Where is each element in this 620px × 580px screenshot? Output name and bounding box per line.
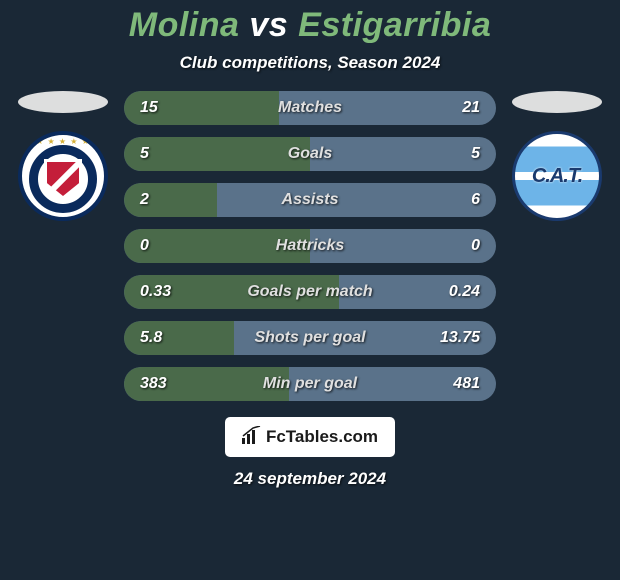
stat-value-right: 5	[471, 145, 480, 163]
stat-label: Goals	[288, 145, 332, 163]
player2-name: Estigarribia	[298, 6, 491, 44]
stat-value-right: 481	[453, 375, 480, 393]
stat-label: Matches	[278, 99, 342, 117]
shield-icon	[44, 159, 82, 199]
stat-bar: 383 Min per goal 481	[124, 367, 496, 401]
stat-value-right: 6	[471, 191, 480, 209]
stat-label: Min per goal	[263, 375, 357, 393]
stat-value-right: 21	[462, 99, 480, 117]
club-logo-right: C.A.T.	[512, 131, 602, 221]
player-shadow-right	[512, 91, 602, 113]
vs-text: vs	[249, 6, 288, 44]
stat-label: Hattricks	[276, 237, 344, 255]
stats-column: 15 Matches 21 5 Goals 5 2 Assists 6 0 Hattricks 0 0.…	[124, 91, 496, 401]
club-logo-left: ★ ★ ★ ★ ★	[18, 131, 108, 221]
stat-bar: 5 Goals 5	[124, 137, 496, 171]
footer-brand: FcTables.com	[225, 417, 395, 457]
diagonal-stripe	[43, 159, 83, 199]
stat-fill	[124, 137, 310, 171]
player-shadow-left	[18, 91, 108, 113]
player1-name: Molina	[129, 6, 240, 44]
stat-value-left: 0.33	[140, 283, 171, 301]
stat-bar: 2 Assists 6	[124, 183, 496, 217]
comparison-title: Molina vs Estigarribia	[129, 6, 491, 45]
stat-value-right: 0	[471, 237, 480, 255]
logo-text-right: C.A.T.	[532, 165, 582, 188]
stat-label: Goals per match	[247, 283, 372, 301]
main-row: ★ ★ ★ ★ ★ 15 Matches 21 5 Goals 5 2 Assists 6 0 Ha…	[0, 91, 620, 401]
right-side: C.A.T.	[502, 91, 612, 401]
stat-fill	[124, 183, 217, 217]
stat-label: Assists	[282, 191, 339, 209]
stat-bar: 15 Matches 21	[124, 91, 496, 125]
stat-bar: 0 Hattricks 0	[124, 229, 496, 263]
stat-label: Shots per goal	[254, 329, 365, 347]
stat-value-left: 0	[140, 237, 149, 255]
stat-value-left: 5	[140, 145, 149, 163]
subtitle: Club competitions, Season 2024	[180, 53, 441, 73]
stat-value-left: 15	[140, 99, 158, 117]
stat-value-left: 2	[140, 191, 149, 209]
stat-bar: 0.33 Goals per match 0.24	[124, 275, 496, 309]
date-text: 24 september 2024	[234, 469, 386, 489]
stat-value-left: 383	[140, 375, 167, 393]
chart-icon	[242, 426, 262, 449]
stat-value-right: 0.24	[449, 283, 480, 301]
stat-value-right: 13.75	[440, 329, 480, 347]
stat-value-left: 5.8	[140, 329, 162, 347]
footer-brand-text: FcTables.com	[266, 427, 378, 447]
content-wrapper: Molina vs Estigarribia Club competitions…	[0, 0, 620, 489]
left-side: ★ ★ ★ ★ ★	[8, 91, 118, 401]
stat-bar: 5.8 Shots per goal 13.75	[124, 321, 496, 355]
logo-ring	[29, 145, 97, 213]
